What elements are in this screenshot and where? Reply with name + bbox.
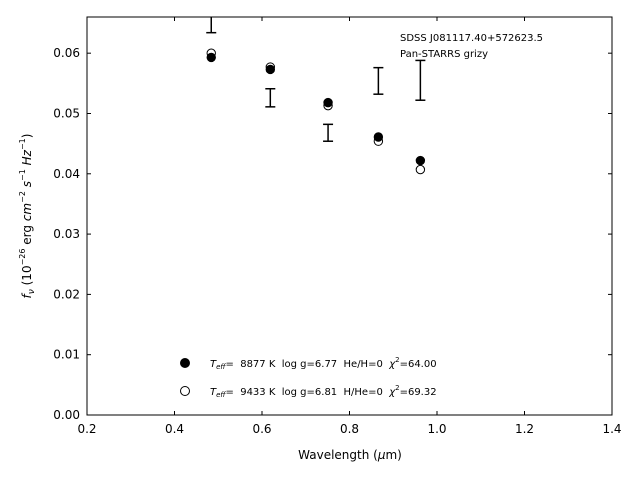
model-point-filled — [323, 97, 333, 108]
legend: Teff= 8877 K log g=6.77 He/H=0 χ2=64.00 … — [180, 356, 437, 399]
model-point-filled — [265, 64, 276, 75]
x-axis-label: Wavelength (μm) — [298, 448, 402, 462]
x-tick-label: 0.4 — [165, 422, 184, 436]
observed-error-bar — [206, 17, 217, 34]
y-tick-label: 0.06 — [53, 46, 80, 60]
y-tick-label: 0.00 — [53, 408, 80, 422]
observed-error-bar — [373, 66, 384, 95]
x-tick-label: 1.2 — [515, 422, 534, 436]
y-tick-label: 0.02 — [53, 287, 80, 301]
x-tick-label: 1.4 — [602, 422, 621, 436]
y-tick-label: 0.03 — [53, 227, 80, 241]
model-point-open — [206, 48, 216, 58]
y-tick-label: 0.05 — [53, 106, 80, 120]
annotation-line-1: SDSS J081117.40+572623.5 — [400, 33, 543, 44]
axis-ticks: 0.2 0.4 0.6 0.8 1.0 1.2 1.4 0.00 0.01 0.02 0.03 0.0… — [53, 17, 622, 436]
x-tick-label: 0.8 — [340, 422, 359, 436]
model-point-filled — [415, 155, 426, 166]
x-tick-label: 0.6 — [252, 422, 271, 436]
observed-error-bar — [323, 123, 334, 142]
legend-marker-open — [180, 386, 190, 396]
model-point-open — [323, 100, 333, 111]
model-point-open — [373, 136, 384, 146]
observed-error-bars — [206, 17, 426, 142]
legend-label-1: Teff= 8877 K log g=6.77 He/H=0 χ2=64.00 — [210, 356, 437, 371]
legend-label-2: Teff= 9433 K log g=6.81 H/He=0 χ2=69.32 — [210, 384, 437, 399]
model-points — [206, 48, 426, 175]
model-point-open — [415, 164, 426, 175]
plot-frame — [86, 16, 613, 416]
observed-error-bar — [415, 59, 426, 101]
y-axis-label: fν (10−26 erg cm−2 s−1 Hz−1) — [18, 134, 37, 299]
x-tick-label: 0.2 — [77, 422, 96, 436]
y-tick-label: 0.04 — [53, 167, 80, 181]
y-tick-label: 0.01 — [53, 348, 80, 362]
model-point-open — [265, 62, 276, 72]
x-tick-label: 1.0 — [427, 422, 446, 436]
legend-marker-filled — [180, 358, 190, 368]
observed-error-bar — [265, 88, 276, 108]
annotation-line-2: Pan-STARRS grizy — [400, 49, 488, 60]
